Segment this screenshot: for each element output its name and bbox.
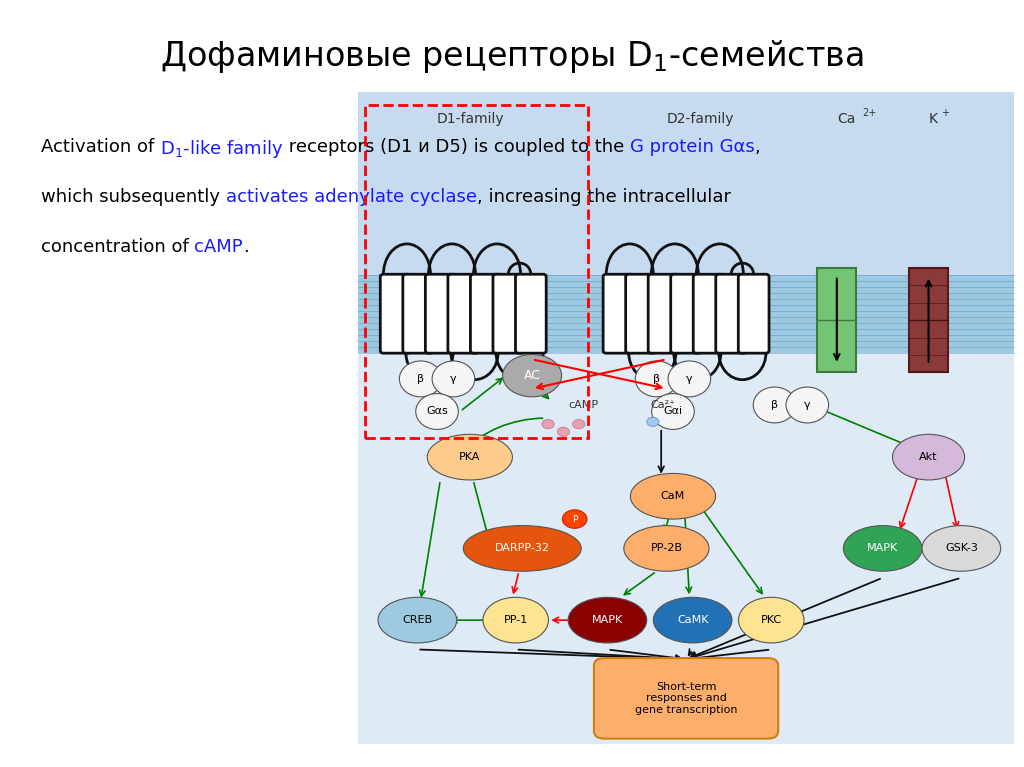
Text: G protein Gαs: G protein Gαs [630,138,755,156]
Text: γ: γ [451,374,457,384]
Text: PKC: PKC [761,615,782,625]
Text: K: K [929,111,938,126]
Ellipse shape [503,354,561,397]
Ellipse shape [624,525,709,571]
Bar [358,92,1014,744]
Text: D2-family: D2-family [667,111,734,126]
Text: CaMK: CaMK [677,615,709,625]
Text: which subsequently: which subsequently [41,188,225,206]
Text: Akt: Akt [920,452,938,463]
Ellipse shape [432,361,475,397]
Text: Gαs: Gαs [426,407,447,416]
Bar [358,275,1014,353]
Text: CREB: CREB [402,615,432,625]
FancyBboxPatch shape [603,275,634,353]
Ellipse shape [738,597,804,643]
Ellipse shape [568,597,647,643]
FancyBboxPatch shape [493,275,523,353]
Ellipse shape [844,525,922,571]
Ellipse shape [653,597,732,643]
Circle shape [647,417,659,426]
Text: AC: AC [523,369,541,382]
FancyBboxPatch shape [626,275,656,353]
Ellipse shape [754,387,796,423]
Text: Gαi: Gαi [664,407,683,416]
Ellipse shape [483,597,549,643]
FancyBboxPatch shape [648,275,679,353]
FancyBboxPatch shape [693,275,724,353]
Ellipse shape [922,525,1000,571]
Text: receptors (D1 и D5) is coupled to the: receptors (D1 и D5) is coupled to the [284,138,630,156]
FancyBboxPatch shape [470,275,501,353]
Ellipse shape [893,434,965,480]
FancyBboxPatch shape [909,268,948,373]
Ellipse shape [786,387,828,423]
FancyBboxPatch shape [716,275,746,353]
Text: CaM: CaM [660,491,685,502]
Text: γ: γ [804,400,811,410]
Text: γ: γ [686,374,692,384]
Text: activates adenylate cyclase: activates adenylate cyclase [225,188,477,206]
FancyBboxPatch shape [817,268,856,373]
Text: ,: , [755,138,761,156]
Ellipse shape [668,361,711,397]
Text: D$_1$-like family: D$_1$-like family [160,138,284,160]
Ellipse shape [631,473,716,519]
Text: P: P [572,515,578,524]
Text: , increasing the intracellular: , increasing the intracellular [477,188,731,206]
Circle shape [542,420,554,429]
Text: .: . [243,238,249,255]
Text: D1-family: D1-family [437,111,505,126]
Text: GSK-3: GSK-3 [945,543,978,554]
Text: MAPK: MAPK [592,615,623,625]
Text: Short-term
responses and
gene transcription: Short-term responses and gene transcript… [635,682,737,715]
Ellipse shape [651,393,694,430]
FancyBboxPatch shape [738,275,769,353]
Text: 2+: 2+ [862,108,877,118]
Text: MAPK: MAPK [867,543,898,554]
Text: PKA: PKA [459,452,480,463]
Ellipse shape [416,393,459,430]
Text: β: β [417,374,424,384]
Circle shape [572,420,585,429]
Text: β: β [771,400,778,410]
Text: PP-1: PP-1 [504,615,527,625]
Text: cAMP: cAMP [568,400,599,410]
Ellipse shape [635,361,678,397]
FancyBboxPatch shape [425,275,456,353]
Text: +: + [941,108,949,118]
Text: DARPP-32: DARPP-32 [495,543,550,554]
FancyBboxPatch shape [515,275,546,353]
Circle shape [562,510,587,528]
Ellipse shape [399,361,442,397]
Text: β: β [653,374,660,384]
Bar [365,105,588,437]
FancyBboxPatch shape [671,275,701,353]
FancyBboxPatch shape [447,275,478,353]
FancyBboxPatch shape [402,275,433,353]
Bar [358,92,1014,275]
Text: Дофаминовые рецепторы D$_1$-семейства: Дофаминовые рецепторы D$_1$-семейства [160,38,864,75]
Text: Activation of: Activation of [41,138,160,156]
Text: Ca: Ca [837,111,855,126]
Ellipse shape [463,525,582,571]
FancyBboxPatch shape [594,658,778,739]
Circle shape [557,427,569,436]
FancyBboxPatch shape [380,275,411,353]
Text: concentration of: concentration of [41,238,195,255]
Ellipse shape [378,597,457,643]
Text: Ca²⁺: Ca²⁺ [650,400,676,410]
Text: PP-2B: PP-2B [650,543,682,554]
Ellipse shape [427,434,512,480]
Text: cAMP: cAMP [195,238,243,255]
